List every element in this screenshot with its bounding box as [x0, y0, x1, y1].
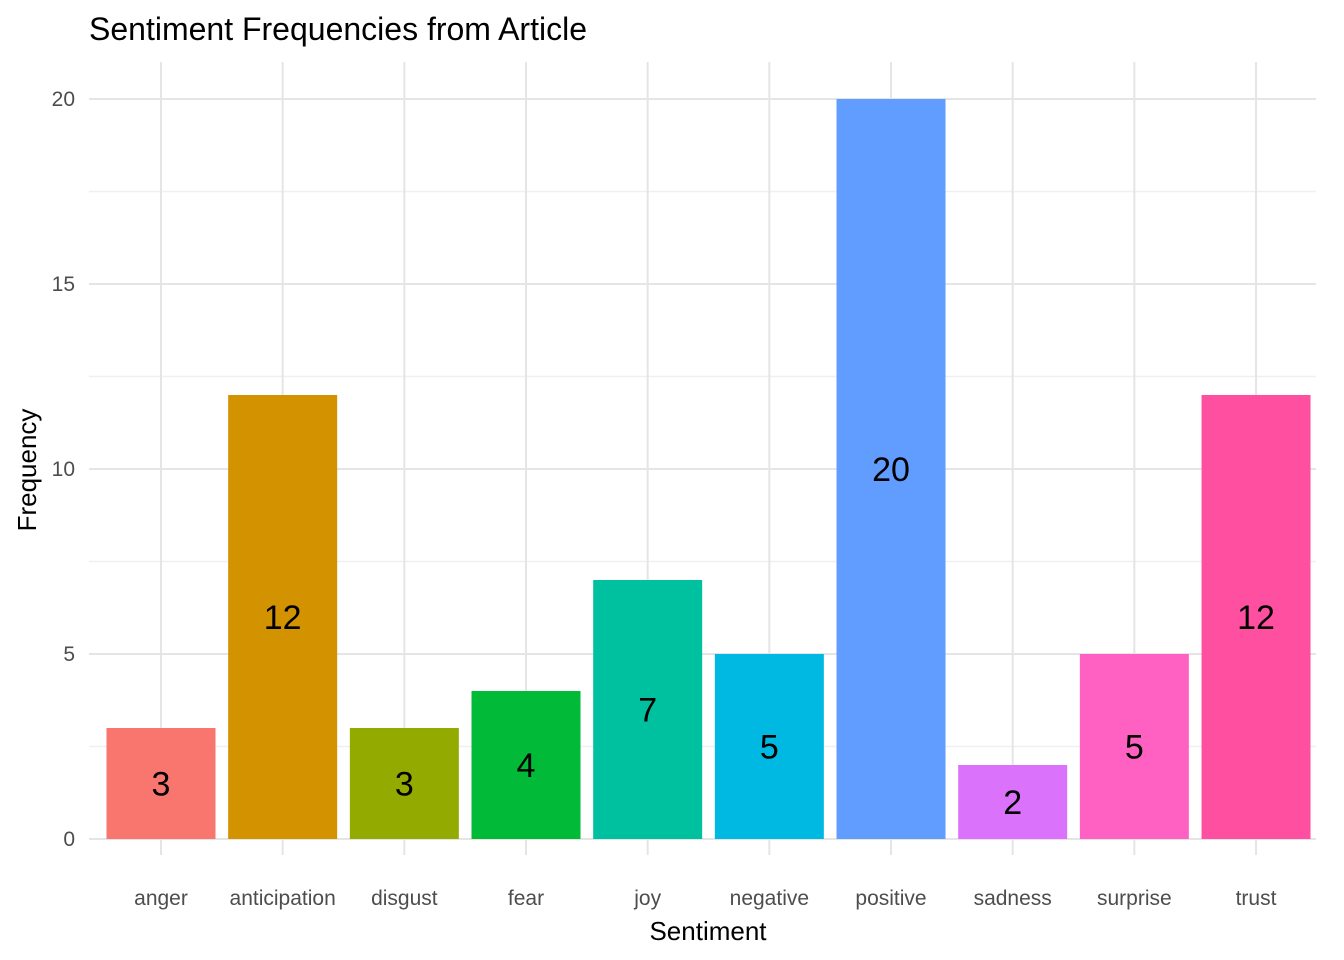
- x-tick-label-sadness: sadness: [974, 887, 1052, 910]
- x-axis-ticks: anger anticipation disgust fear joy negative p…: [134, 887, 1276, 910]
- chart-title: Sentiment Frequencies from Article: [89, 11, 587, 47]
- y-tick-label: 0: [63, 828, 75, 851]
- x-tick-label-disgust: disgust: [371, 887, 438, 910]
- bar-sadness: [958, 765, 1068, 839]
- bars: [106, 99, 1311, 839]
- x-tick-label-anticipation: anticipation: [230, 887, 336, 910]
- data-label-trust: 12: [1237, 599, 1275, 637]
- data-label-negative: 5: [760, 729, 779, 767]
- bar-disgust: [349, 728, 459, 839]
- x-tick-label-trust: trust: [1236, 887, 1277, 910]
- bar-surprise: [1079, 654, 1189, 839]
- x-axis-title: Sentiment: [649, 916, 767, 946]
- y-tick-label: 20: [52, 88, 75, 111]
- bar-positive: [836, 99, 946, 839]
- bar-negative: [714, 654, 824, 839]
- data-label-anger: 3: [152, 766, 171, 804]
- data-label-joy: 7: [638, 692, 657, 730]
- x-tick-label-joy: joy: [633, 887, 661, 910]
- data-label-sadness: 2: [1003, 784, 1022, 822]
- y-tick-label: 10: [52, 458, 75, 481]
- bar-anger: [106, 728, 216, 839]
- data-label-disgust: 3: [395, 766, 414, 804]
- y-axis-ticks: 0 5 10 15 20: [52, 88, 75, 851]
- bar-joy: [593, 580, 703, 839]
- x-tick-label-positive: positive: [855, 887, 926, 910]
- y-tick-label: 15: [52, 273, 75, 296]
- y-axis-title: Frequency: [12, 409, 42, 532]
- bar-trust: [1201, 395, 1311, 839]
- y-tick-label: 5: [63, 643, 75, 666]
- data-label-fear: 4: [517, 747, 536, 785]
- x-tick-label-fear: fear: [508, 887, 544, 910]
- data-label-positive: 20: [872, 451, 910, 489]
- data-label-anticipation: 12: [264, 599, 302, 637]
- data-labels: 3 12 3 4 7 5 20 2 5 12: [152, 451, 1275, 822]
- data-label-surprise: 5: [1125, 729, 1144, 767]
- bar-anticipation: [228, 395, 338, 839]
- x-tick-label-negative: negative: [730, 887, 809, 910]
- x-tick-label-anger: anger: [134, 887, 188, 910]
- bar-fear: [471, 691, 581, 839]
- x-tick-label-surprise: surprise: [1097, 887, 1172, 910]
